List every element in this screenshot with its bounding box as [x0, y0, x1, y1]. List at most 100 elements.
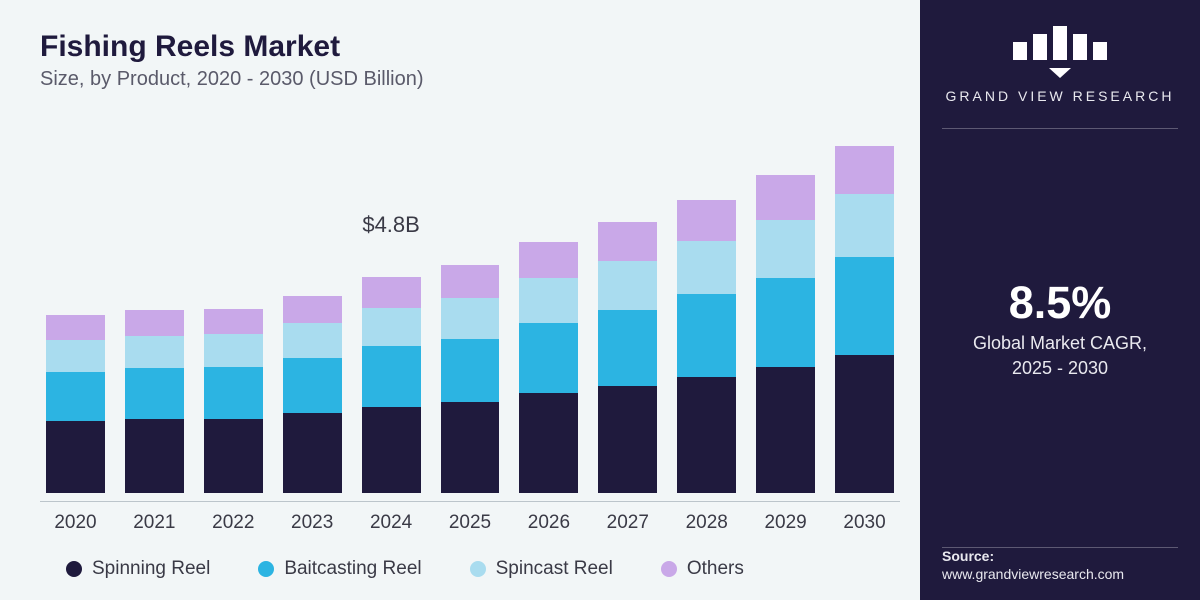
legend-swatch-icon [66, 561, 82, 577]
x-axis-label: 2022 [204, 512, 263, 534]
bar-segment [125, 419, 184, 493]
x-axis: 2020 2021 2022 2023 2024 2025 2026 2027 2028 2029… [40, 502, 900, 534]
legend-item: Spincast Reel [470, 558, 613, 580]
legend-item: Baitcasting Reel [258, 558, 421, 580]
bar-column [677, 200, 736, 493]
bar-stack [519, 242, 578, 493]
bar-segment [125, 368, 184, 419]
chart-subtitle: Size, by Product, 2020 - 2030 (USD Billi… [40, 68, 900, 91]
bar-stack [125, 310, 184, 493]
legend-label: Baitcasting Reel [284, 558, 421, 580]
logo-bar-icon [1033, 34, 1047, 60]
legend-swatch-icon [470, 561, 486, 577]
main-panel: Fishing Reels Market Size, by Product, 2… [0, 0, 920, 600]
bar-segment [677, 294, 736, 377]
bar-segment [46, 315, 105, 340]
bar-segment [204, 334, 263, 367]
legend-item: Others [661, 558, 744, 580]
value-callout: $4.8B [362, 212, 420, 238]
legend-label: Spinning Reel [92, 558, 210, 580]
bar-column [204, 309, 263, 493]
bar-stack [204, 309, 263, 493]
logo-bar-icon [1073, 34, 1087, 60]
bar-segment [46, 372, 105, 422]
bar-stack [441, 265, 500, 493]
x-axis-label: 2027 [598, 512, 657, 534]
bar-segment [283, 296, 342, 323]
logo-bar-icon [1093, 42, 1107, 60]
bar-segment [204, 367, 263, 419]
bar-segment [441, 402, 500, 493]
bar-segment [283, 323, 342, 358]
source-url: www.grandviewresearch.com [942, 566, 1178, 582]
legend: Spinning Reel Baitcasting Reel Spincast Re… [40, 534, 900, 580]
bar-segment [46, 340, 105, 372]
cagr-label: Global Market CAGR, 2025 - 2030 [973, 331, 1147, 381]
legend-label: Spincast Reel [496, 558, 613, 580]
bar-column [441, 265, 500, 493]
logo-text: GRAND VIEW RESEARCH [946, 88, 1175, 104]
bar-segment [835, 146, 894, 195]
cagr-label-line1: Global Market CAGR, [973, 333, 1147, 353]
bar-segment [283, 413, 342, 493]
bar-column [46, 315, 105, 493]
bar-segment [204, 419, 263, 493]
bar-segment [204, 309, 263, 334]
bar-segment [835, 257, 894, 355]
bar-column [125, 310, 184, 493]
bar-segment [283, 358, 342, 413]
legend-item: Spinning Reel [66, 558, 210, 580]
stacked-bar-chart: $4.8B [40, 111, 900, 502]
x-axis-label: 2021 [125, 512, 184, 534]
x-axis-label: 2026 [519, 512, 578, 534]
x-axis-label: 2024 [362, 512, 421, 534]
bar-column: $4.8B [362, 277, 421, 493]
bar-segment [519, 323, 578, 393]
legend-swatch-icon [661, 561, 677, 577]
bar-segment [362, 277, 421, 308]
bar-stack [362, 277, 421, 493]
brand-logo: GRAND VIEW RESEARCH [946, 26, 1175, 104]
bar-segment [441, 298, 500, 339]
logo-bar-icon [1013, 42, 1027, 60]
bar-segment [835, 194, 894, 257]
bar-segment [756, 220, 815, 278]
bar-stack [835, 146, 894, 493]
x-axis-label: 2028 [677, 512, 736, 534]
cagr-value: 8.5% [1009, 277, 1112, 329]
bar-stack [283, 296, 342, 493]
bar-segment [598, 261, 657, 311]
x-axis-label: 2020 [46, 512, 105, 534]
bar-column [519, 242, 578, 493]
cagr-block: 8.5% Global Market CAGR, 2025 - 2030 [973, 129, 1147, 529]
bar-segment [756, 367, 815, 493]
bar-column [598, 222, 657, 493]
bar-segment [519, 393, 578, 493]
bar-segment [598, 222, 657, 261]
bar-segment [756, 175, 815, 220]
logo-bars-icon [946, 26, 1175, 60]
bar-segment [756, 278, 815, 367]
x-axis-label: 2023 [283, 512, 342, 534]
bar-segment [125, 310, 184, 336]
x-axis-label: 2029 [756, 512, 815, 534]
bar-segment [598, 386, 657, 493]
x-axis-label: 2025 [441, 512, 500, 534]
bar-column [756, 175, 815, 493]
chart-title: Fishing Reels Market [40, 30, 900, 64]
legend-swatch-icon [258, 561, 274, 577]
legend-label: Others [687, 558, 744, 580]
bar-segment [598, 310, 657, 386]
source-header: Source: [942, 548, 1178, 564]
bar-segment [46, 421, 105, 493]
source-block: Source: www.grandviewresearch.com [942, 548, 1178, 582]
bar-segment [677, 241, 736, 294]
bar-stack [677, 200, 736, 493]
side-panel: GRAND VIEW RESEARCH 8.5% Global Market C… [920, 0, 1200, 600]
cagr-label-line2: 2025 - 2030 [1012, 358, 1108, 378]
bar-stack [598, 222, 657, 493]
bar-segment [519, 242, 578, 278]
bar-segment [441, 339, 500, 402]
bar-stack [46, 315, 105, 493]
bar-column [283, 296, 342, 493]
